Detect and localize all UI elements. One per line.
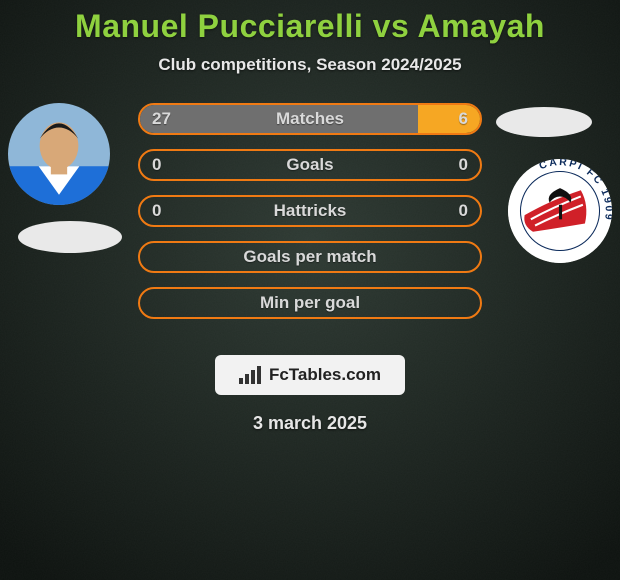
stat-value-left: 0 <box>152 197 161 225</box>
comparison-bars: Matches276Goals00Hattricks00Goals per ma… <box>138 103 482 319</box>
stat-value-left: 27 <box>152 105 171 133</box>
page-subtitle: Club competitions, Season 2024/2025 <box>158 55 461 75</box>
stat-value-right: 0 <box>459 151 468 179</box>
stat-value-right: 6 <box>459 105 468 133</box>
stat-label: Goals per match <box>140 243 480 271</box>
club-crest-right: CARPI FC 1909 <box>508 159 612 263</box>
page-title: Manuel Pucciarelli vs Amayah <box>75 8 545 45</box>
stat-row: Min per goal <box>138 287 482 319</box>
placeholder-ellipse-left <box>18 221 122 253</box>
footer-date: 3 march 2025 <box>253 413 367 434</box>
stat-value-left: 0 <box>152 151 161 179</box>
branding-badge: FcTables.com <box>215 355 405 395</box>
content-root: Manuel Pucciarelli vs Amayah Club compet… <box>0 0 620 580</box>
branding-text: FcTables.com <box>269 365 381 385</box>
bar-chart-icon <box>239 366 261 384</box>
comparison-stage: CARPI FC 1909 Matches276Goals00Hattricks… <box>0 93 620 353</box>
player-photo-left <box>8 103 110 205</box>
stat-label: Hattricks <box>140 197 480 225</box>
stat-label: Min per goal <box>140 289 480 317</box>
placeholder-ellipse-right <box>496 107 592 137</box>
stat-label: Goals <box>140 151 480 179</box>
stat-row: Hattricks0 0 <box>138 195 482 227</box>
stat-row: Matches27 6 <box>138 103 482 135</box>
stat-row: Goals per match <box>138 241 482 273</box>
stat-label: Matches <box>140 105 480 133</box>
stat-value-right: 0 <box>459 197 468 225</box>
stat-row: Goals0 0 <box>138 149 482 181</box>
